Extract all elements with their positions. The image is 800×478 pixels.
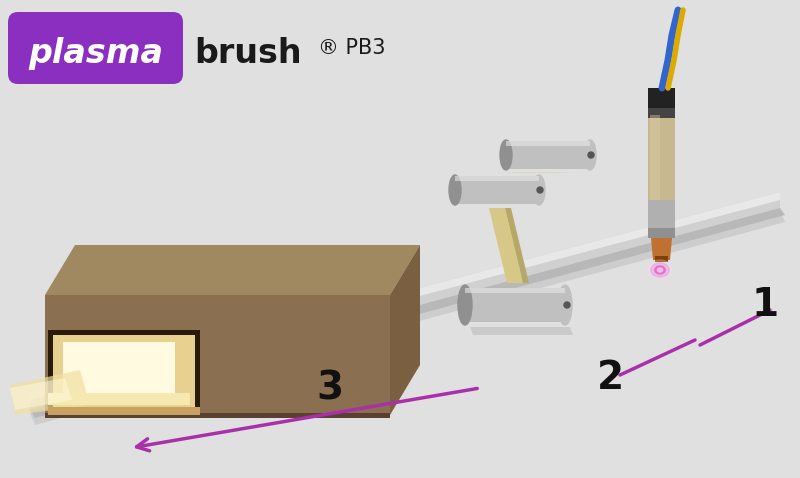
Polygon shape xyxy=(506,141,590,146)
Ellipse shape xyxy=(458,285,472,325)
Text: 2: 2 xyxy=(597,359,623,397)
Polygon shape xyxy=(648,108,675,118)
Ellipse shape xyxy=(564,302,570,308)
Ellipse shape xyxy=(500,140,512,170)
Polygon shape xyxy=(489,208,523,283)
Polygon shape xyxy=(465,288,565,322)
Polygon shape xyxy=(505,208,529,283)
Polygon shape xyxy=(30,210,785,425)
Text: brush: brush xyxy=(194,36,302,69)
Polygon shape xyxy=(648,115,675,200)
Ellipse shape xyxy=(533,175,545,205)
Text: 3: 3 xyxy=(317,369,343,407)
Ellipse shape xyxy=(654,266,666,274)
Polygon shape xyxy=(45,295,390,415)
Ellipse shape xyxy=(651,263,669,277)
Text: ® PB3: ® PB3 xyxy=(318,38,386,58)
FancyBboxPatch shape xyxy=(8,12,183,84)
Polygon shape xyxy=(10,378,72,410)
Text: 1: 1 xyxy=(751,286,778,324)
Polygon shape xyxy=(390,245,420,415)
Polygon shape xyxy=(648,88,675,115)
Ellipse shape xyxy=(537,187,543,193)
Ellipse shape xyxy=(658,268,662,272)
Polygon shape xyxy=(45,413,390,418)
Polygon shape xyxy=(10,370,90,415)
Polygon shape xyxy=(48,330,200,415)
Polygon shape xyxy=(650,115,660,200)
Polygon shape xyxy=(651,238,672,260)
Polygon shape xyxy=(30,192,780,400)
Polygon shape xyxy=(655,256,668,262)
Polygon shape xyxy=(45,245,420,295)
Polygon shape xyxy=(30,192,780,412)
Ellipse shape xyxy=(584,140,596,170)
Ellipse shape xyxy=(449,175,461,205)
Polygon shape xyxy=(455,176,539,181)
Polygon shape xyxy=(30,208,785,418)
Polygon shape xyxy=(470,327,573,335)
Polygon shape xyxy=(648,200,675,230)
Polygon shape xyxy=(48,407,200,415)
Ellipse shape xyxy=(588,152,594,158)
Polygon shape xyxy=(63,342,175,400)
Polygon shape xyxy=(648,228,675,238)
Polygon shape xyxy=(502,172,573,173)
Text: plasma: plasma xyxy=(29,36,163,69)
Polygon shape xyxy=(48,393,190,405)
Ellipse shape xyxy=(647,260,673,280)
Ellipse shape xyxy=(558,285,572,325)
Polygon shape xyxy=(53,335,195,412)
Polygon shape xyxy=(465,288,565,293)
Polygon shape xyxy=(455,176,539,204)
Polygon shape xyxy=(506,141,590,169)
